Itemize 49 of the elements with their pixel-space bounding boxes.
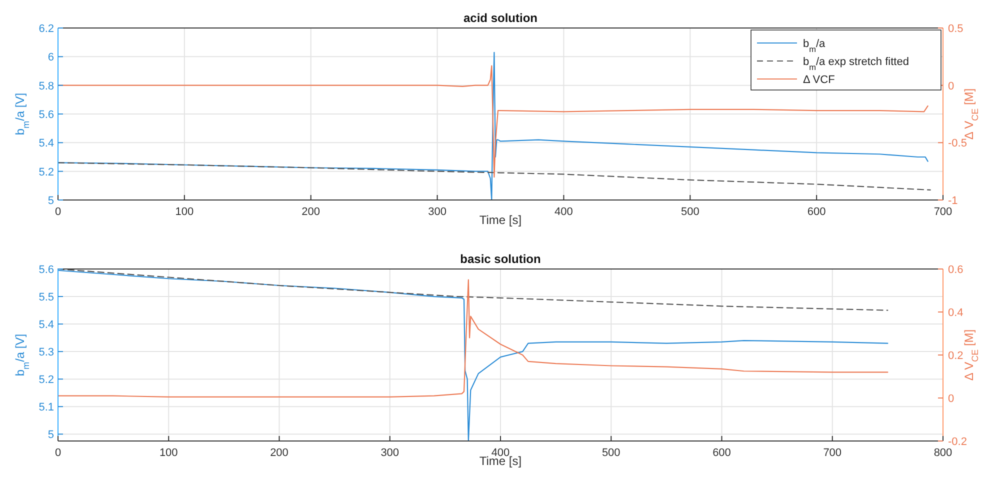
x-tick-label: 600 [712,447,731,459]
x-tick-label: 500 [680,206,700,218]
y2-tick-label: 0 [948,393,954,405]
x-tick-label: 300 [380,447,400,459]
legend-label: Δ VCF [803,74,836,86]
y2-tick-label: 0 [948,80,954,92]
x-tick-label: 700 [934,206,952,218]
y-tick-label: 6 [48,52,54,64]
y-tick-label: 5.5 [38,292,54,304]
x-tick-label: 400 [554,206,573,218]
x-tick-label: 700 [823,447,842,459]
y2-tick-label: -0.5 [948,138,967,150]
x-tick-label: 400 [491,447,510,459]
y-tick-label: 5.6 [38,109,54,121]
x-tick-label: 0 [54,447,62,459]
legend-label: b$_{m}$/a exp stretch fitted [803,56,909,72]
x-tick-label: 200 [302,206,320,218]
legend-label: b$_{m}$/a [803,38,826,54]
x-tick-label: 0 [54,206,62,218]
x-tick-label: 500 [602,447,620,459]
chart-title: basic solution [460,252,541,266]
x-tick-label: 200 [270,447,288,459]
y2-tick-label: 0.6 [948,264,964,276]
y2-tick-label: 0.5 [948,23,964,35]
line-series [57,279,888,398]
x-tick-label: 300 [428,206,446,218]
y-tick-label: 5.8 [38,80,54,92]
line-series [57,162,931,191]
y-tick-label: 5.1 [38,402,54,414]
y-tick-label: 5.3 [38,346,54,359]
y-tick-label: 5.2 [38,166,54,178]
y-tick-label: 5 [48,195,54,207]
y2-tick-label: -0.2 [948,436,967,448]
x-axis-title: Time [s] [479,213,522,227]
x-tick-label: 600 [807,206,826,218]
y-tick-label: 5.2 [38,374,54,386]
y2-tick-label: -1 [948,195,958,207]
x-tick-label: 100 [159,447,178,459]
y2-tick-label: 0.4 [948,307,964,319]
x-tick-label: 100 [175,206,194,218]
y-tick-label: 5.4 [38,319,54,332]
y-tick-label: 5.6 [38,264,54,276]
x-tick-label: 800 [934,447,952,459]
y-tick-label: 5.4 [38,138,54,150]
chart-title: acid solution [463,11,538,25]
line-series [57,268,888,311]
y-tick-label: 5 [48,429,54,442]
y-tick-label: 6.2 [38,23,54,35]
y2-tick-label: 0.2 [948,350,964,362]
